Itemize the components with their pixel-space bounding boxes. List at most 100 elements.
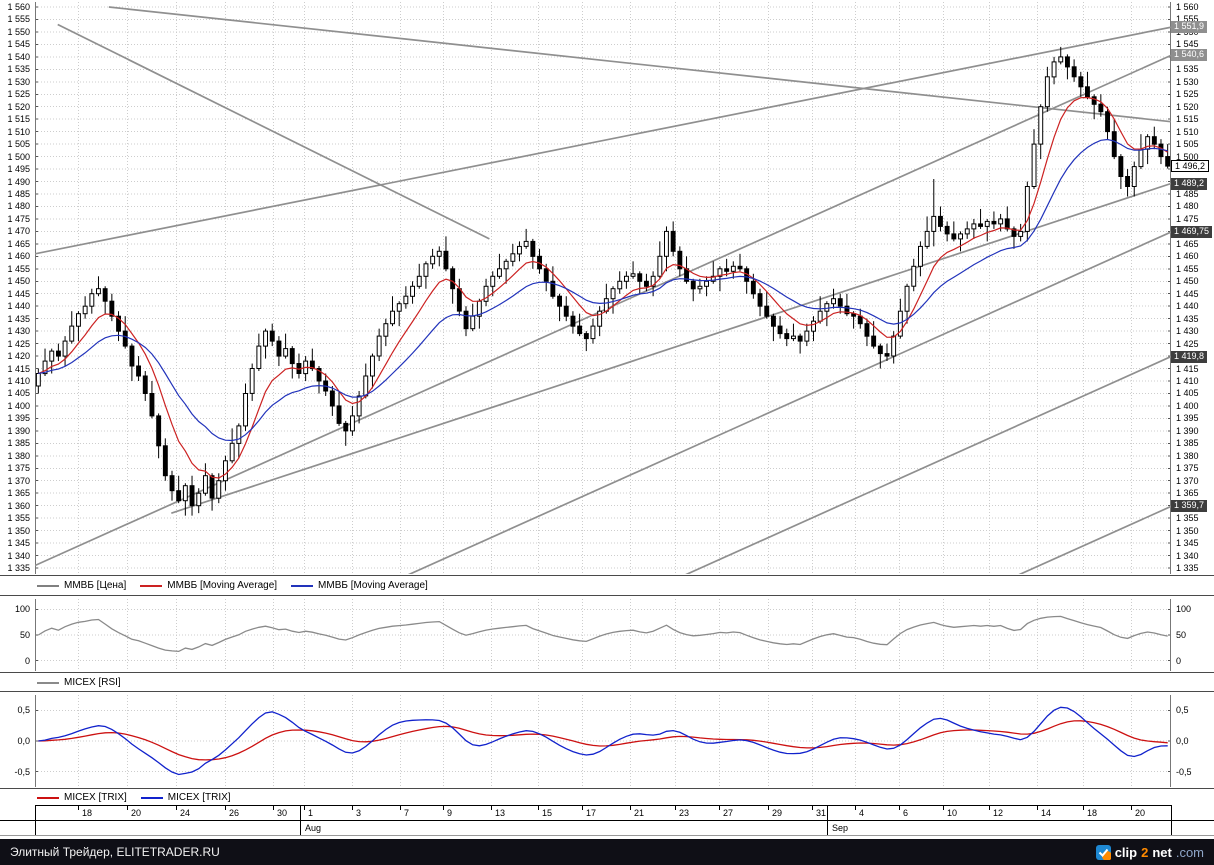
x-axis-tick (812, 806, 813, 810)
legend-label: ММВБ [Moving Average] (318, 579, 428, 591)
rsi-chart-canvas[interactable] (35, 599, 1171, 671)
x-axis-tick-label: 4 (859, 808, 865, 818)
x-axis-tick-label: 15 (542, 808, 553, 818)
x-axis-tick (899, 806, 900, 810)
legend-trix-red: MICEX [TRIX] (37, 792, 127, 804)
y-axis-label: 1 525 (7, 89, 30, 100)
y-axis-label: 0 (1176, 655, 1182, 666)
x-axis-tick (675, 806, 676, 810)
y-axis-label: 1 475 (1176, 213, 1199, 224)
x-axis-tick-label: 14 (1041, 808, 1052, 818)
logo-text: net (1152, 844, 1172, 860)
y-axis-label: 1 360 (7, 500, 30, 511)
y-axis-label: 1 440 (7, 301, 30, 312)
y-axis-label: 1 520 (1176, 101, 1199, 112)
y-axis-label: 1 395 (7, 413, 30, 424)
legend-label: MICEX [RSI] (64, 676, 121, 688)
y-axis-label: 1 545 (7, 39, 30, 50)
ma-slow-swatch (291, 584, 314, 587)
y-axis-label: 1 425 (1176, 338, 1199, 349)
y-axis-label: 1 555 (7, 14, 30, 25)
y-axis-label: 1 365 (7, 488, 30, 499)
y-axis-label: 50 (19, 630, 30, 640)
legend-mmvb-ma-fast: ММВБ [Moving Average] (140, 580, 277, 592)
y-axis-label: 1 355 (1176, 513, 1199, 524)
y-axis-label: 1 460 (1176, 251, 1199, 262)
x-axis-tick-label: 18 (82, 808, 93, 818)
y-axis-label: 1 505 (1176, 139, 1199, 150)
price-line-swatch (37, 584, 59, 587)
y-axis-label: 1 485 (7, 189, 30, 199)
x-axis-tick-label: 27 (723, 808, 734, 818)
y-axis-label: 1 500 (7, 151, 30, 162)
y-axis-label: 100 (14, 604, 30, 615)
x-axis-tick-label: 24 (180, 808, 191, 818)
clip2net-logo[interactable]: clip 2 net .com (1095, 844, 1204, 860)
y-axis-label: 1 515 (1176, 114, 1199, 125)
trix-blue-swatch (140, 796, 163, 799)
x-axis-tick (273, 806, 274, 810)
month-divider (827, 805, 828, 835)
trix-panel: 0,5 0,0 -0,5 0,5 0,0 -0,5 (0, 693, 1214, 788)
x-axis-tick (491, 806, 492, 810)
y-axis-label: 1 375 (1176, 463, 1199, 474)
y-axis-label: 1 450 (7, 276, 30, 287)
y-axis-label: 1 430 (1176, 326, 1199, 337)
legend-label: MICEX [TRIX] (167, 791, 231, 803)
x-axis-tick (1131, 806, 1132, 810)
y-axis-label: 1 535 (7, 64, 30, 75)
footer-credit: Элитный Трейдер, ELITETRADER.RU (10, 845, 220, 859)
y-axis-label: 1 535 (1176, 64, 1199, 75)
panel-divider (0, 575, 1214, 576)
x-axis-tick-label: 21 (634, 808, 645, 818)
trix-red-swatch (37, 796, 59, 799)
legend-label: ММВБ [Цена] (64, 579, 127, 591)
rsi-line-swatch (37, 681, 59, 684)
y-axis-label: 1 450 (1176, 276, 1199, 287)
x-axis-tick-label: 9 (447, 808, 453, 818)
ma-fast-line (38, 96, 1169, 479)
trix-red-line (38, 720, 1168, 761)
price-tag: 1 551,9 (1171, 21, 1208, 34)
y-axis-label: 1 460 (7, 251, 30, 262)
month-divider (300, 805, 301, 835)
y-axis-label: 1 445 (7, 288, 30, 299)
y-axis-label: 1 410 (7, 376, 30, 386)
price-panel: 1 560 1 555 1 550 1 545 1 540 1 535 1 530 1 525… (7, 0, 1214, 575)
y-axis-label: 1 435 (7, 313, 30, 324)
x-axis-tick (225, 806, 226, 810)
x-axis-tick (855, 806, 856, 810)
y-axis-label: 1 470 (7, 226, 30, 237)
logo-text: .com (1175, 844, 1204, 860)
logo-text: clip (1114, 844, 1138, 860)
y-axis-label: 1 380 (7, 450, 30, 461)
y-axis-label: -0,5 (14, 766, 30, 777)
y-axis-label: 1 435 (1176, 313, 1199, 324)
y-axis-label: 1 345 (7, 538, 30, 549)
price-chart-canvas[interactable] (35, 2, 1171, 574)
y-axis-label: 1 370 (1176, 475, 1199, 486)
y-axis-label: 50 (1176, 630, 1187, 640)
x-axis-tick-label: 20 (131, 808, 142, 818)
y-axis-label: 1 410 (1176, 376, 1199, 386)
y-axis-label: 1 555 (1176, 14, 1199, 25)
y-axis-label: 1 445 (1176, 288, 1199, 299)
time-axis-border (35, 805, 36, 835)
y-axis-label: 1 375 (7, 463, 30, 474)
y-axis-label: 1 400 (1176, 400, 1199, 411)
price-tag: 1 540,6 (1171, 49, 1208, 62)
y-axis-label: 1 415 (7, 363, 30, 374)
x-axis-tick (719, 806, 720, 810)
x-axis-tick-label: 30 (277, 808, 288, 818)
panel-divider (0, 595, 1214, 596)
month-label: Sep (832, 823, 849, 833)
y-axis-label: 1 500 (1176, 151, 1199, 162)
y-axis-label: 1 335 (7, 563, 30, 573)
y-axis-label: 1 390 (7, 425, 30, 436)
trix-chart-canvas[interactable] (35, 695, 1171, 787)
clip2net-icon (1095, 844, 1111, 860)
y-axis-label: 100 (1176, 604, 1192, 615)
y-axis-label: 1 530 (7, 76, 30, 87)
time-axis-border (0, 835, 1214, 836)
